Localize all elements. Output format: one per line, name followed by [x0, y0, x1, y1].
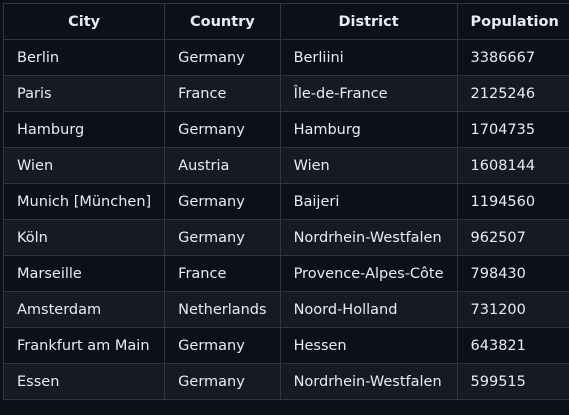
table-row: Berlin Germany Berliini 3386667	[2, 39, 569, 76]
cell-city: Essen	[2, 363, 166, 400]
table-row: Marseille France Provence-Alpes-Côte 798…	[2, 255, 569, 292]
cell-population: 2125246	[456, 75, 569, 112]
cell-district: Berliini	[279, 39, 458, 76]
cell-city: Köln	[2, 219, 166, 256]
cell-population: 962507	[456, 219, 569, 256]
column-header-population: Population	[456, 3, 569, 40]
cell-population: 3386667	[456, 39, 569, 76]
cell-population: 1608144	[456, 147, 569, 184]
cell-population: 643821	[456, 327, 569, 364]
cell-population: 599515	[456, 363, 569, 400]
column-header-country: Country	[164, 3, 281, 40]
cell-country: Netherlands	[164, 291, 281, 328]
cell-district: Hessen	[279, 327, 458, 364]
cell-country: Germany	[164, 183, 281, 220]
header-row: City Country District Population	[2, 3, 569, 40]
table-row: Wien Austria Wien 1608144	[2, 147, 569, 184]
table-row: Frankfurt am Main Germany Hessen 643821	[2, 327, 569, 364]
cell-district: Nordrhein-Westfalen	[279, 219, 458, 256]
cell-country: France	[164, 255, 281, 292]
cell-country: Germany	[164, 327, 281, 364]
cell-city: Amsterdam	[2, 291, 166, 328]
cell-district: Nordrhein-Westfalen	[279, 363, 458, 400]
cell-city: Hamburg	[2, 111, 166, 148]
table-row: Munich [München] Germany Baijeri 1194560	[2, 183, 569, 220]
cell-country: France	[164, 75, 281, 112]
column-header-city: City	[2, 3, 166, 40]
cell-country: Germany	[164, 39, 281, 76]
cell-country: Germany	[164, 219, 281, 256]
cell-country: Austria	[164, 147, 281, 184]
cell-country: Germany	[164, 111, 281, 148]
cell-city: Marseille	[2, 255, 166, 292]
cell-city: Munich [München]	[2, 183, 166, 220]
cell-population: 1194560	[456, 183, 569, 220]
cell-district: Baijeri	[279, 183, 458, 220]
cell-population: 798430	[456, 255, 569, 292]
cell-city: Frankfurt am Main	[2, 327, 166, 364]
cell-city: Paris	[2, 75, 166, 112]
cell-district: Wien	[279, 147, 458, 184]
table-row: Essen Germany Nordrhein-Westfalen 599515	[2, 363, 569, 400]
table-row: Köln Germany Nordrhein-Westfalen 962507	[2, 219, 569, 256]
cell-population: 731200	[456, 291, 569, 328]
cell-district: Noord-Holland	[279, 291, 458, 328]
table-row: Hamburg Germany Hamburg 1704735	[2, 111, 569, 148]
cell-population: 1704735	[456, 111, 569, 148]
column-header-district: District	[279, 3, 458, 40]
cell-city: Berlin	[2, 39, 166, 76]
cell-district: Hamburg	[279, 111, 458, 148]
table-row: Paris France Île-de-France 2125246	[2, 75, 569, 112]
cities-table: City Country District Population Berlin …	[2, 3, 569, 400]
table-row: Amsterdam Netherlands Noord-Holland 7312…	[2, 291, 569, 328]
cell-district: Provence-Alpes-Côte	[279, 255, 458, 292]
cell-city: Wien	[2, 147, 166, 184]
cell-district: Île-de-France	[279, 75, 458, 112]
table-container: City Country District Population Berlin …	[2, 3, 569, 400]
cell-country: Germany	[164, 363, 281, 400]
